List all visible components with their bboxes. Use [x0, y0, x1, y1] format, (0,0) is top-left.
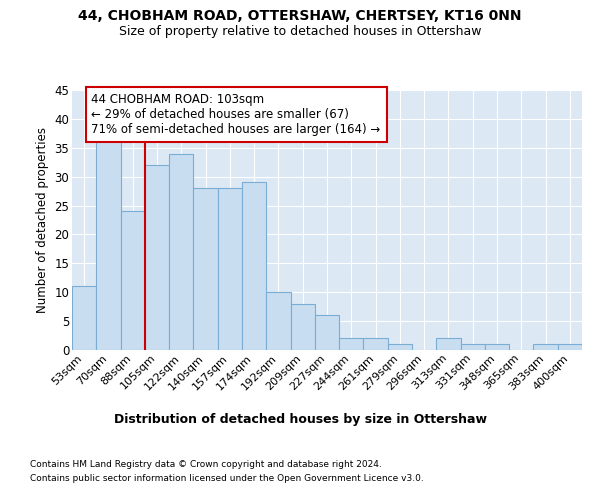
- Bar: [193, 188, 218, 350]
- Bar: [558, 344, 582, 350]
- Bar: [461, 344, 485, 350]
- Text: 44 CHOBHAM ROAD: 103sqm
← 29% of detached houses are smaller (67)
71% of semi-de: 44 CHOBHAM ROAD: 103sqm ← 29% of detache…: [91, 93, 380, 136]
- Text: Contains HM Land Registry data © Crown copyright and database right 2024.: Contains HM Land Registry data © Crown c…: [30, 460, 382, 469]
- Bar: [485, 344, 509, 350]
- Bar: [533, 344, 558, 350]
- Bar: [315, 316, 339, 350]
- Bar: [290, 304, 315, 350]
- Y-axis label: Number of detached properties: Number of detached properties: [36, 127, 49, 313]
- Bar: [242, 182, 266, 350]
- Text: 44, CHOBHAM ROAD, OTTERSHAW, CHERTSEY, KT16 0NN: 44, CHOBHAM ROAD, OTTERSHAW, CHERTSEY, K…: [78, 9, 522, 23]
- Bar: [266, 292, 290, 350]
- Bar: [436, 338, 461, 350]
- Bar: [364, 338, 388, 350]
- Bar: [72, 286, 96, 350]
- Bar: [218, 188, 242, 350]
- Bar: [339, 338, 364, 350]
- Text: Size of property relative to detached houses in Ottershaw: Size of property relative to detached ho…: [119, 25, 481, 38]
- Bar: [121, 212, 145, 350]
- Bar: [96, 136, 121, 350]
- Text: Distribution of detached houses by size in Ottershaw: Distribution of detached houses by size …: [113, 412, 487, 426]
- Bar: [388, 344, 412, 350]
- Bar: [169, 154, 193, 350]
- Text: Contains public sector information licensed under the Open Government Licence v3: Contains public sector information licen…: [30, 474, 424, 483]
- Bar: [145, 165, 169, 350]
